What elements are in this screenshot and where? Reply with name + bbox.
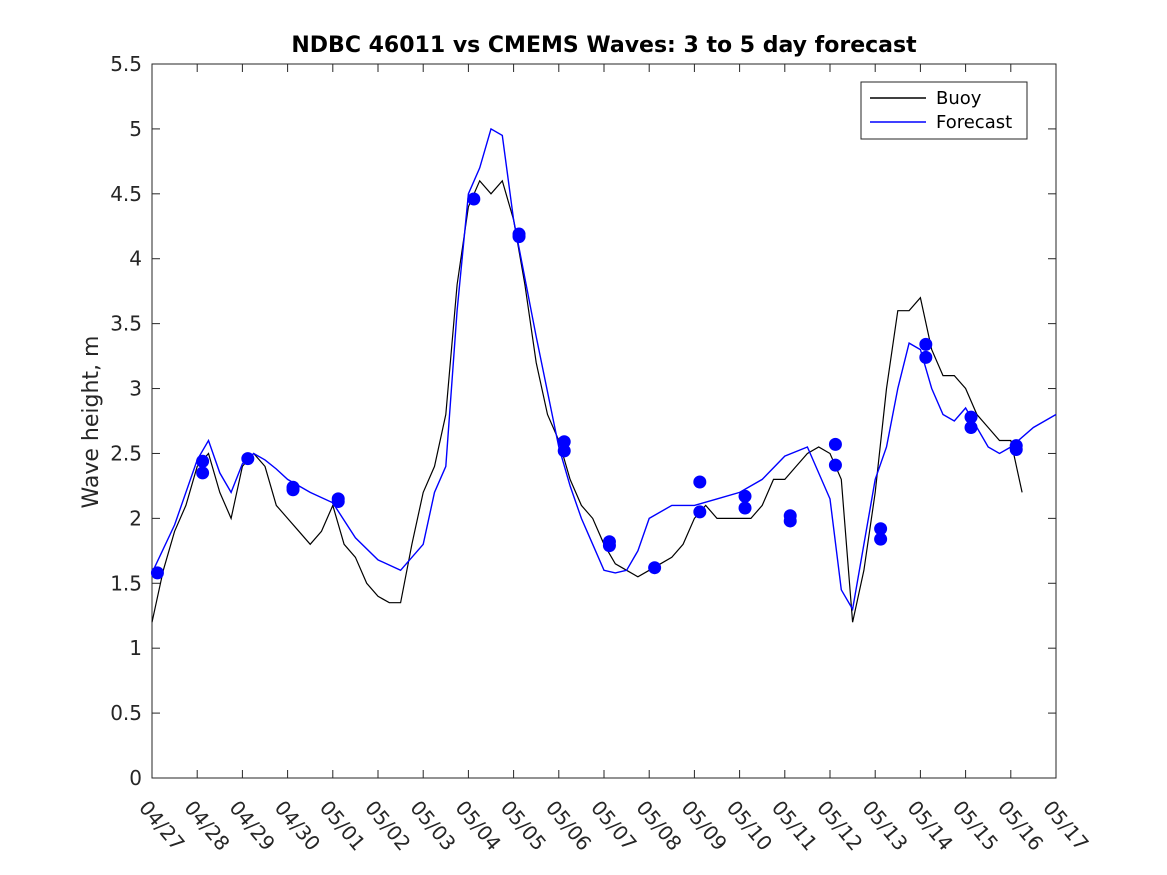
y-tick-label: 4 — [129, 247, 142, 271]
x-tick-label: 05/03 — [405, 796, 460, 856]
x-tick-label: 05/08 — [631, 796, 686, 856]
y-tick-label: 3 — [129, 377, 142, 401]
y-axis-label: Wave height, m — [79, 336, 104, 509]
y-tick-label: 3.5 — [110, 312, 142, 336]
forecast-marker — [196, 466, 210, 480]
x-tick-label: 05/01 — [315, 796, 370, 856]
forecast-marker — [783, 514, 797, 528]
series-line-buoy — [151, 179, 1023, 623]
forecast-marker — [512, 230, 526, 244]
forecast-marker — [557, 444, 571, 458]
x-tick-label: 04/29 — [225, 796, 280, 856]
forecast-marker — [874, 532, 888, 546]
x-tick-label: 05/09 — [677, 796, 732, 856]
legend-label: Buoy — [936, 88, 982, 109]
forecast-marker — [919, 337, 933, 351]
y-tick-label: 5 — [129, 117, 142, 141]
y-tick-label: 0 — [129, 766, 142, 790]
forecast-marker — [964, 420, 978, 434]
forecast-marker — [828, 437, 842, 451]
forecast-marker — [467, 192, 481, 206]
x-tick-label: 04/27 — [134, 796, 189, 856]
x-tick-label: 05/14 — [903, 796, 958, 856]
forecast-marker — [828, 458, 842, 472]
chart-title: NDBC 46011 vs CMEMS Waves: 3 to 5 day fo… — [291, 33, 917, 58]
x-tick-label: 05/12 — [812, 796, 867, 856]
x-tick-label: 05/15 — [948, 796, 1003, 856]
x-tick-label: 05/11 — [767, 796, 822, 856]
axes-frame — [151, 63, 1057, 779]
legend: Buoy Forecast — [860, 81, 1028, 140]
forecast-marker — [241, 452, 255, 466]
forecast-marker — [602, 539, 616, 553]
x-tick-label: 05/10 — [722, 796, 777, 856]
forecast-marker — [286, 483, 300, 497]
forecast-marker — [693, 475, 707, 489]
x-tick-label: 05/04 — [451, 796, 506, 856]
y-tick-label: 2 — [129, 506, 142, 530]
forecast-marker — [150, 566, 164, 580]
forecast-marker — [331, 494, 345, 508]
forecast-marker — [196, 454, 210, 468]
y-tick-label: 5.5 — [110, 52, 142, 76]
x-tick-label: 05/06 — [541, 796, 596, 856]
forecast-marker — [1009, 443, 1023, 457]
y-tick-label: 1.5 — [110, 571, 142, 595]
legend-box — [860, 81, 1028, 140]
plot-area: 00.511.522.533.544.555.504/2704/2804/290… — [110, 52, 1093, 855]
y-tick-label: 4.5 — [110, 182, 142, 206]
forecast-marker — [964, 410, 978, 424]
forecast-marker — [738, 501, 752, 515]
forecast-marker — [919, 350, 933, 364]
y-tick-label: 2.5 — [110, 441, 142, 465]
forecast-marker — [693, 505, 707, 519]
x-tick-label: 05/07 — [586, 796, 641, 856]
forecast-marker — [648, 561, 662, 575]
x-tick-label: 05/02 — [360, 796, 415, 856]
x-tick-label: 05/05 — [496, 796, 551, 856]
forecast-marker — [874, 522, 888, 536]
forecast-marker — [738, 489, 752, 503]
forecast-marker — [557, 435, 571, 449]
x-tick-label: 05/17 — [1038, 796, 1093, 856]
x-tick-label: 04/28 — [179, 796, 234, 856]
series-line-forecast — [151, 127, 1057, 612]
y-tick-label: 1 — [129, 636, 142, 660]
x-tick-label: 04/30 — [270, 796, 325, 856]
x-tick-label: 05/16 — [993, 796, 1048, 856]
y-tick-label: 0.5 — [110, 701, 142, 725]
legend-label: Forecast — [936, 112, 1012, 133]
x-tick-label: 05/13 — [857, 796, 912, 856]
